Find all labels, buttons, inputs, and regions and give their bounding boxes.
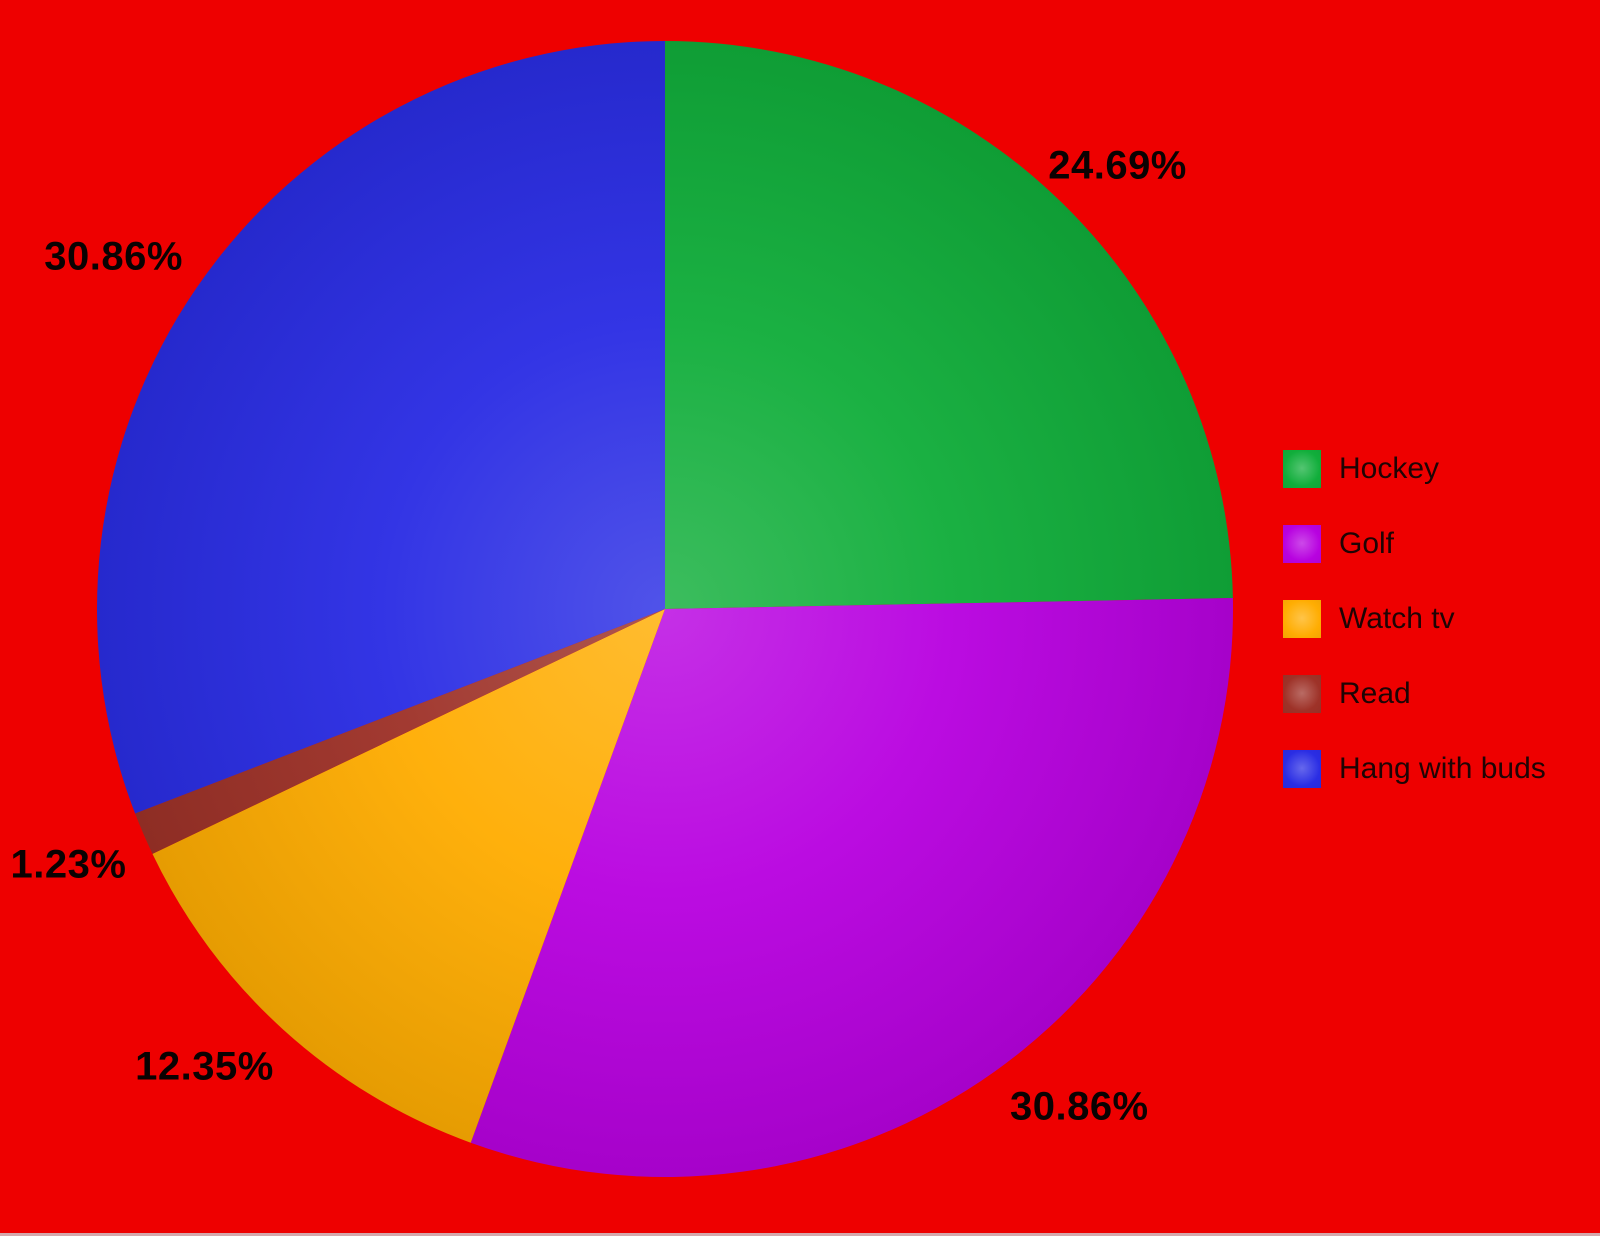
- legend-item-golf[interactable]: Golf: [1283, 525, 1546, 563]
- legend-swatch-golf: [1283, 525, 1321, 563]
- pie-slice-read[interactable]: [135, 609, 666, 854]
- legend-label-hockey: Hockey: [1339, 452, 1440, 485]
- legend-label-hang-with-buds: Hang with buds: [1339, 752, 1546, 785]
- slice-percent-golf: 30.86%: [1009, 1084, 1149, 1129]
- legend-swatch-read: [1283, 675, 1321, 713]
- slice-percent-hockey: 24.69%: [1048, 143, 1187, 188]
- legend-item-watch-tv[interactable]: Watch tv: [1283, 600, 1546, 638]
- slice-percent-hang-with-buds: 30.86%: [44, 234, 183, 279]
- legend: Hockey Golf Watch tv Read Hang with buds: [1283, 450, 1546, 788]
- legend-swatch-watch-tv: [1283, 600, 1321, 638]
- window-bottom-edge: [0, 1233, 1600, 1236]
- slice-percent-read: 1.23%: [10, 842, 127, 887]
- legend-item-hockey[interactable]: Hockey: [1283, 450, 1546, 488]
- pie-slice-hockey[interactable]: [665, 41, 1233, 609]
- pie-slice-golf[interactable]: [470, 598, 1233, 1178]
- legend-label-read: Read: [1339, 677, 1411, 710]
- legend-item-read[interactable]: Read: [1283, 675, 1546, 713]
- legend-swatch-hockey: [1283, 450, 1321, 488]
- pie-slice-hang-with-buds[interactable]: [97, 41, 666, 814]
- slice-percent-watch-tv: 12.35%: [135, 1044, 274, 1089]
- pie-slice-watch-tv[interactable]: [152, 609, 666, 1143]
- legend-label-watch-tv: Watch tv: [1339, 602, 1455, 635]
- legend-item-hang-with-buds[interactable]: Hang with buds: [1283, 750, 1546, 788]
- legend-label-golf: Golf: [1339, 527, 1395, 560]
- legend-swatch-hang-with-buds: [1283, 750, 1321, 788]
